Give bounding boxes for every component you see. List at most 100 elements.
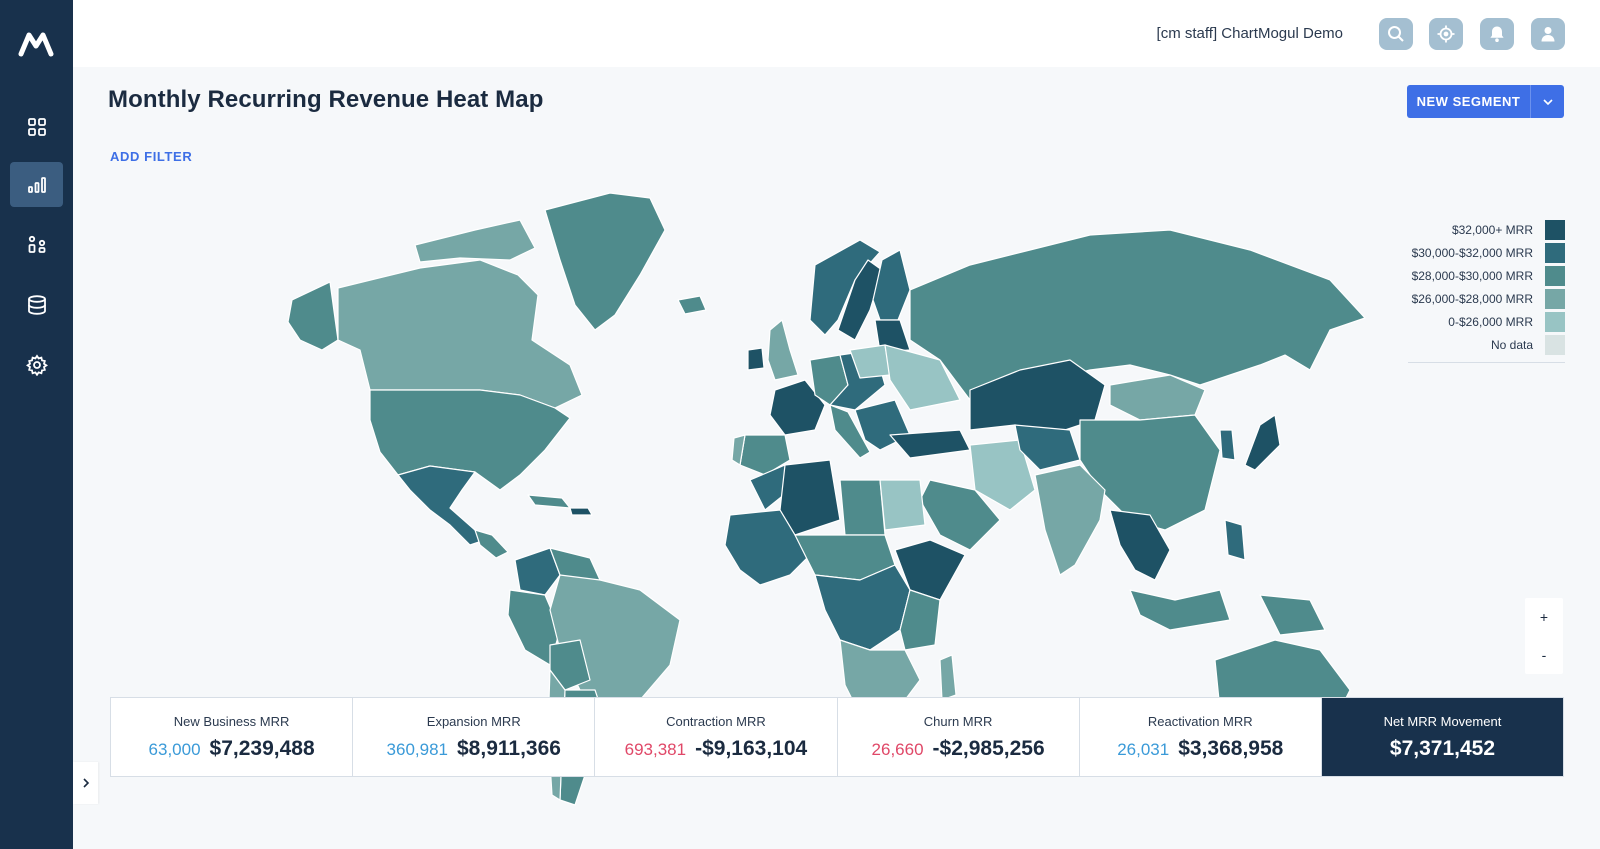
target-button[interactable] — [1429, 18, 1463, 50]
profile-button[interactable] — [1531, 18, 1565, 50]
region-iran — [969, 439, 1036, 511]
stat-amount: $7,371,452 — [1389, 736, 1495, 760]
region-greenland — [544, 192, 666, 331]
user-icon — [1541, 27, 1555, 42]
region-ireland — [747, 347, 765, 371]
region-usa — [369, 389, 571, 491]
gear-icon — [25, 353, 48, 376]
sidebar-item-customers[interactable] — [10, 222, 63, 267]
region-caribbean — [527, 494, 571, 509]
stat-count: 693,381 — [624, 739, 687, 759]
region-horn-of-africa — [894, 539, 966, 601]
stat-churn[interactable]: Churn MRR 26,660 -$2,985,256 — [838, 698, 1080, 776]
legend-label: $28,000-$30,000 MRR — [1411, 268, 1533, 283]
legend-label: 0-$26,000 MRR — [1448, 314, 1533, 329]
notifications-button[interactable] — [1480, 18, 1514, 50]
stat-count: 26,660 — [871, 739, 924, 759]
region-sweden — [837, 259, 883, 341]
region-russia — [909, 229, 1366, 401]
legend-swatch — [1545, 311, 1565, 332]
region-algeria — [779, 459, 841, 536]
database-icon — [27, 294, 46, 315]
region-canada — [337, 259, 583, 409]
region-east-africa — [899, 589, 941, 651]
legend-label: $26,000-$28,000 MRR — [1411, 291, 1533, 306]
legend-item: No data — [1408, 333, 1565, 356]
new-segment-button[interactable]: NEW SEGMENT — [1407, 85, 1564, 118]
region-egypt — [879, 479, 926, 531]
region-central-asia — [1014, 424, 1081, 471]
stat-count: 63,000 — [148, 739, 201, 759]
stat-title: Reactivation MRR — [1147, 713, 1253, 729]
stat-new-business[interactable]: New Business MRR 63,000 $7,239,488 — [111, 698, 354, 776]
legend-divider — [1408, 362, 1565, 363]
new-segment-dropdown[interactable] — [1531, 85, 1564, 118]
zoom-in-button[interactable]: + — [1539, 609, 1549, 625]
search-button[interactable] — [1379, 18, 1413, 50]
region-belarus-ukraine — [884, 344, 961, 411]
stat-title: Expansion MRR — [426, 713, 521, 729]
legend-swatch — [1545, 334, 1565, 355]
stat-reactivation[interactable]: Reactivation MRR 26,031 $3,368,958 — [1080, 698, 1322, 776]
region-indonesia — [1129, 589, 1231, 631]
zoom-out-button[interactable]: - — [1541, 647, 1547, 663]
region-finland — [872, 249, 911, 321]
region-france — [769, 379, 826, 436]
region-hispaniola — [569, 507, 593, 516]
region-uk — [767, 319, 799, 381]
region-madagascar — [939, 654, 957, 701]
stat-amount: $7,239,488 — [209, 736, 315, 760]
region-arctic-islands — [414, 219, 536, 263]
legend-label: No data — [1490, 337, 1533, 352]
legend-swatch — [1545, 288, 1565, 309]
legend-swatch — [1545, 242, 1565, 263]
legend-item: $32,000+ MRR — [1408, 218, 1565, 241]
sidebar-item-settings[interactable] — [10, 342, 63, 387]
expand-sidebar-button[interactable] — [73, 762, 98, 804]
people-icon — [28, 235, 45, 253]
grid-icon — [27, 117, 46, 136]
region-norway — [809, 239, 881, 336]
stat-net-mrr-movement[interactable]: Net MRR Movement $7,371,452 — [1321, 698, 1564, 776]
sidebar-item-reports[interactable] — [10, 162, 63, 207]
add-filter-link[interactable]: ADD FILTER — [110, 149, 193, 164]
topbar: [cm staff] ChartMogul Demo — [73, 0, 1600, 67]
stat-title: New Business MRR — [173, 713, 290, 729]
legend-item: $30,000-$32,000 MRR — [1408, 241, 1565, 264]
sidebar-item-data[interactable] — [10, 282, 63, 327]
legend-label: $30,000-$32,000 MRR — [1411, 245, 1533, 260]
stat-contraction[interactable]: Contraction MRR 693,381 -$9,163,104 — [595, 698, 838, 776]
region-colombia — [514, 547, 561, 596]
region-iceland — [677, 295, 707, 315]
account-name[interactable]: [cm staff] ChartMogul Demo — [1156, 25, 1343, 42]
zoom-controls: + - — [1525, 598, 1563, 674]
stat-title: Contraction MRR — [666, 713, 766, 729]
stat-amount: -$9,163,104 — [695, 736, 808, 760]
region-italy — [829, 404, 871, 459]
bell-icon — [1490, 26, 1504, 42]
legend-item: $26,000-$28,000 MRR — [1408, 287, 1565, 310]
chartmogul-logo[interactable] — [18, 30, 55, 58]
region-philippines — [1224, 519, 1246, 561]
region-central-america — [474, 529, 509, 559]
stat-amount: $8,911,366 — [457, 736, 561, 760]
world-heat-map[interactable] — [270, 190, 1420, 810]
region-alaska — [287, 281, 339, 351]
region-korea — [1219, 429, 1236, 461]
region-new-guinea — [1259, 594, 1326, 636]
stat-title: Net MRR Movement — [1383, 713, 1502, 729]
stat-count: 26,031 — [1117, 739, 1170, 759]
legend-label: $32,000+ MRR — [1451, 222, 1533, 237]
sidebar-item-dashboard[interactable] — [10, 104, 63, 149]
search-icon — [1388, 26, 1404, 42]
region-bolivia — [549, 639, 591, 691]
stat-amount: -$2,985,256 — [932, 736, 1045, 760]
region-mexico — [397, 465, 486, 546]
chevron-down-icon — [1542, 98, 1553, 105]
sidebar — [0, 0, 73, 849]
region-turkey — [889, 429, 971, 459]
page-title: Monthly Recurring Revenue Heat Map — [108, 86, 544, 113]
bar-chart-icon — [27, 176, 46, 193]
new-segment-label[interactable]: NEW SEGMENT — [1407, 85, 1531, 118]
stat-expansion[interactable]: Expansion MRR 360,981 $8,911,366 — [353, 698, 596, 776]
